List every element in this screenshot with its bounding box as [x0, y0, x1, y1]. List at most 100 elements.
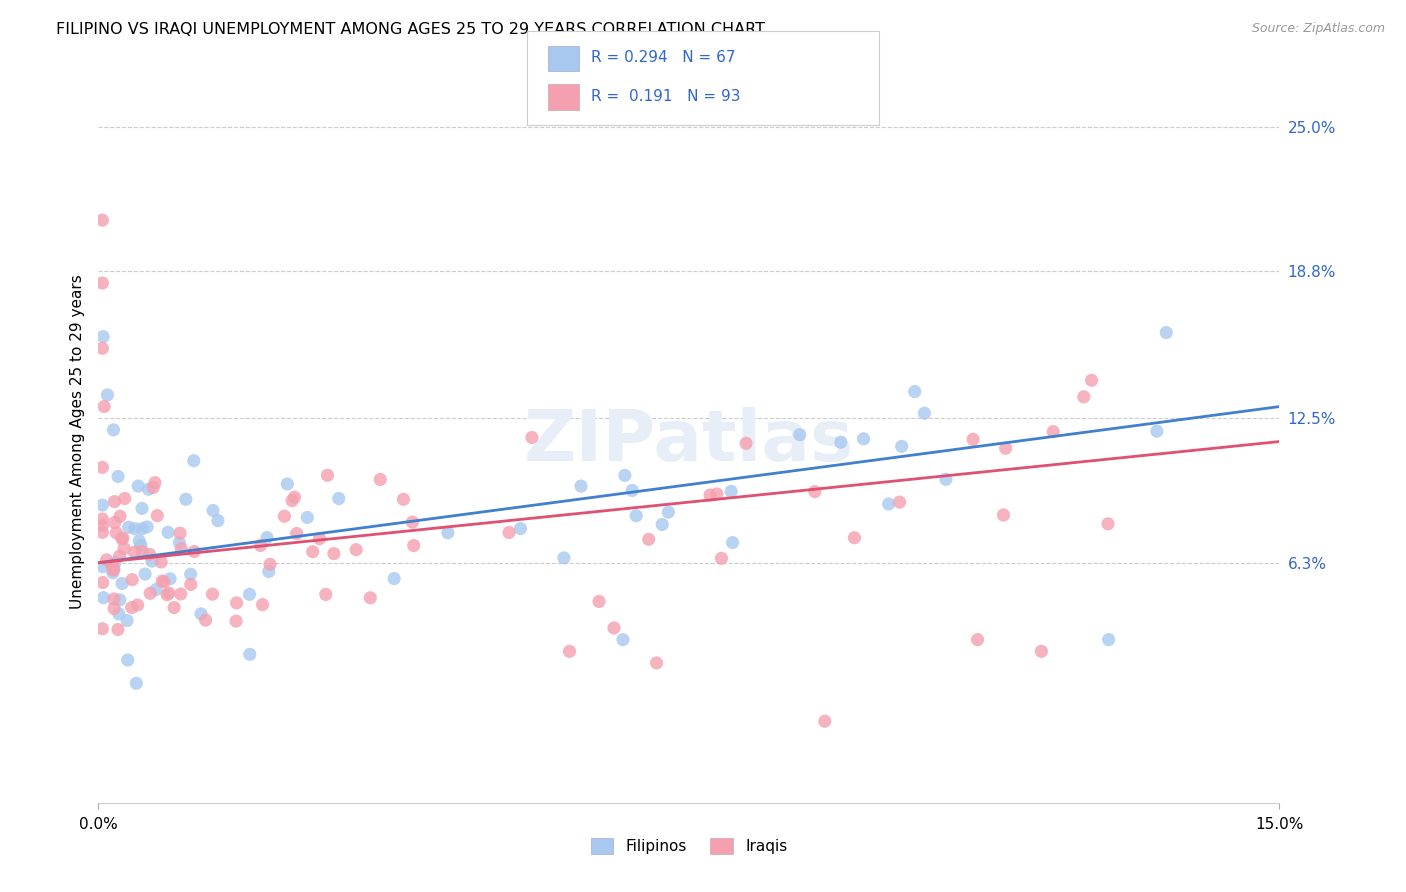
Point: [129, 538, 152, 552]
Point: [159, 572, 181, 586]
Point: [131, 544, 153, 558]
Point: [612, 632, 634, 647]
Point: [626, 508, 648, 523]
Point: [103, 563, 125, 577]
Point: [789, 427, 811, 442]
Point: [202, 503, 225, 517]
Point: [104, 556, 127, 570]
Point: [127, 598, 149, 612]
Point: [112, 541, 135, 556]
Point: [127, 479, 149, 493]
Point: [91, 460, 114, 475]
Point: [91, 341, 114, 355]
Point: [252, 598, 274, 612]
Point: [111, 532, 134, 546]
Point: [359, 591, 381, 605]
Point: [124, 545, 146, 559]
Point: [437, 525, 460, 540]
Point: [91, 622, 114, 636]
Point: [520, 430, 543, 444]
Point: [257, 565, 280, 579]
Point: [91, 525, 114, 540]
Point: [207, 514, 229, 528]
Point: [285, 526, 308, 541]
Point: [108, 549, 131, 563]
Point: [1097, 516, 1119, 531]
Point: [890, 439, 912, 453]
Point: [138, 482, 160, 496]
Point: [111, 576, 134, 591]
Point: [143, 475, 166, 490]
Point: [889, 495, 911, 509]
Point: [710, 551, 733, 566]
Point: [131, 522, 153, 536]
Point: [93, 400, 115, 414]
Point: [169, 535, 191, 549]
Point: [145, 582, 167, 597]
Point: [104, 516, 127, 530]
Point: [103, 592, 125, 607]
Point: [114, 491, 136, 506]
Point: [163, 600, 186, 615]
Point: [281, 493, 304, 508]
Point: [180, 567, 202, 582]
Text: R =  0.191   N = 93: R = 0.191 N = 93: [591, 89, 740, 103]
Point: [249, 538, 271, 552]
Point: [323, 547, 346, 561]
Point: [180, 577, 202, 591]
Point: [138, 547, 160, 561]
Point: [368, 473, 391, 487]
Point: [657, 505, 679, 519]
Text: FILIPINO VS IRAQI UNEMPLOYMENT AMONG AGES 25 TO 29 YEARS CORRELATION CHART: FILIPINO VS IRAQI UNEMPLOYMENT AMONG AGE…: [56, 22, 765, 37]
Point: [91, 329, 114, 343]
Point: [170, 541, 193, 556]
Point: [157, 586, 180, 600]
Point: [276, 477, 298, 491]
Point: [108, 593, 131, 607]
Point: [93, 591, 115, 605]
Point: [174, 492, 197, 507]
Point: [1146, 424, 1168, 438]
Point: [141, 554, 163, 568]
Point: [96, 553, 118, 567]
Point: [201, 587, 224, 601]
Point: [804, 484, 827, 499]
Point: [156, 588, 179, 602]
Point: [142, 481, 165, 495]
Point: [107, 607, 129, 621]
Point: [1154, 326, 1177, 340]
Point: [621, 483, 644, 498]
Point: [297, 510, 319, 524]
Point: [814, 714, 837, 729]
Point: [117, 653, 139, 667]
Point: [993, 508, 1015, 522]
Text: ZIPatlas: ZIPatlas: [524, 407, 853, 476]
Point: [91, 512, 114, 526]
Point: [183, 544, 205, 558]
Point: [721, 535, 744, 549]
Point: [1042, 425, 1064, 439]
Y-axis label: Unemployment Among Ages 25 to 29 years: Unemployment Among Ages 25 to 29 years: [69, 274, 84, 609]
Point: [124, 522, 146, 536]
Point: [225, 596, 247, 610]
Point: [259, 558, 281, 572]
Point: [96, 388, 118, 402]
Point: [153, 574, 176, 589]
Point: [194, 613, 217, 627]
Legend: Filipinos, Iraqis: Filipinos, Iraqis: [585, 832, 793, 860]
Point: [392, 492, 415, 507]
Point: [498, 525, 520, 540]
Point: [139, 586, 162, 600]
Point: [111, 531, 134, 545]
Point: [720, 484, 742, 499]
Point: [91, 518, 114, 533]
Point: [637, 533, 659, 547]
Point: [283, 490, 305, 504]
Point: [91, 575, 114, 590]
Point: [136, 520, 159, 534]
Point: [1080, 373, 1102, 387]
Point: [103, 601, 125, 615]
Point: [157, 525, 180, 540]
Point: [904, 384, 927, 399]
Point: [91, 276, 114, 290]
